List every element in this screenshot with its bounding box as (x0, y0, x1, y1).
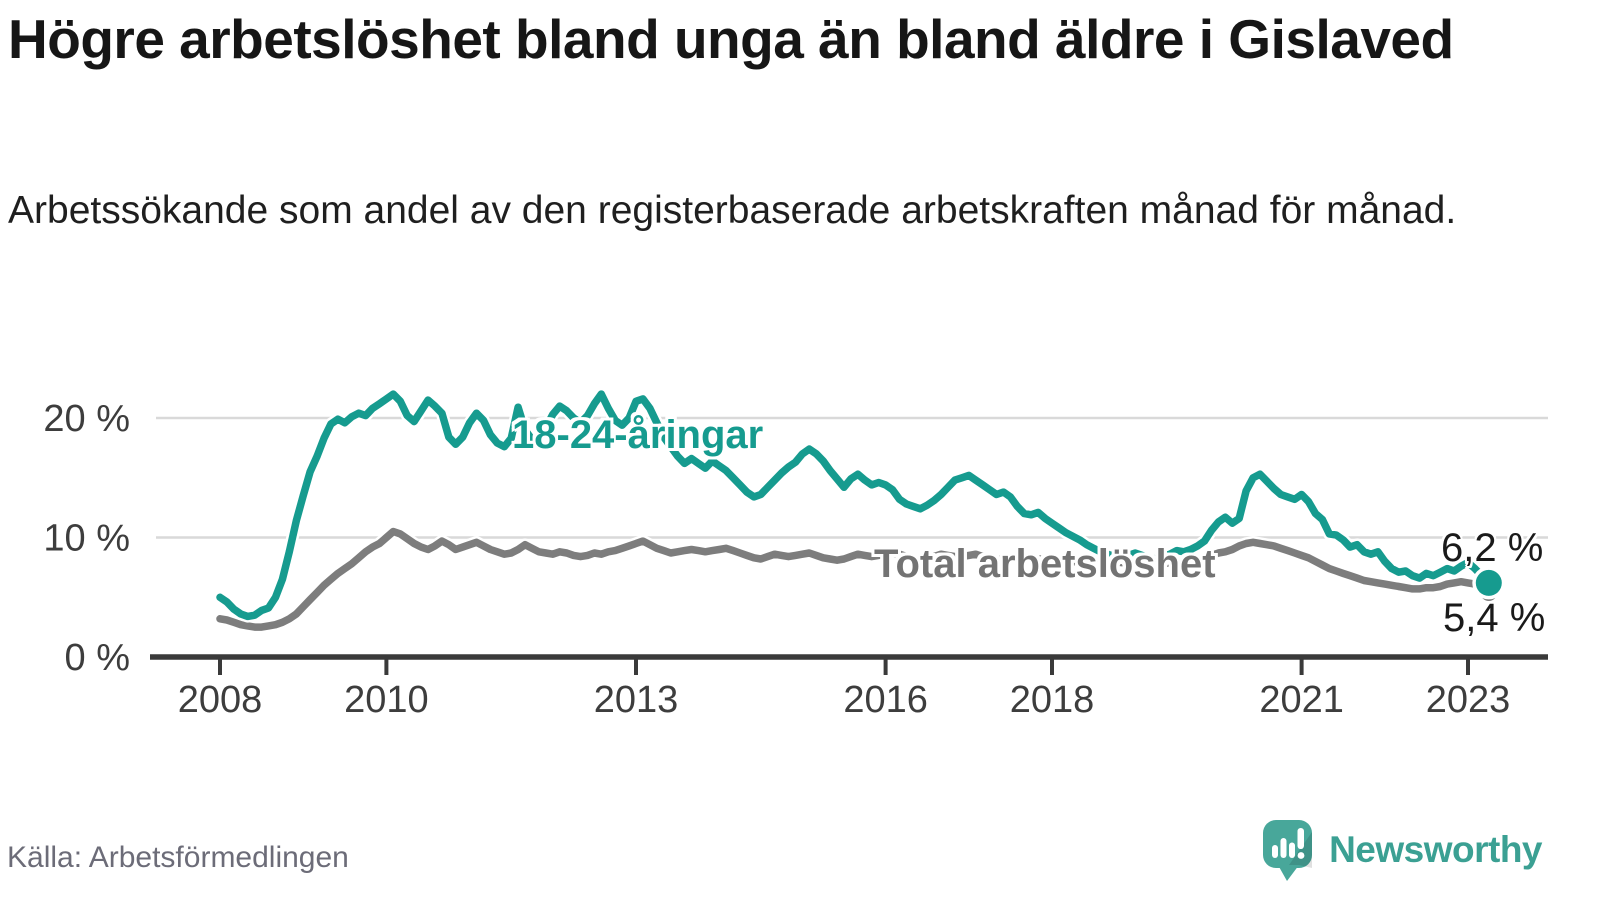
youth-line (216, 390, 1493, 621)
end-value-total: 5,4 % (1443, 596, 1546, 640)
page-title: Högre arbetslöshet bland unga än bland ä… (8, 8, 1454, 70)
x-tick-label-2023: 2023 (1426, 679, 1511, 721)
x-tick-label-2016: 2016 (843, 679, 928, 721)
x-tick-label-2008: 2008 (178, 679, 263, 721)
series-label-total: Total arbetslöshet (874, 542, 1216, 586)
youth-end-dot (1475, 569, 1502, 596)
end-value-youth: 6,2 % (1441, 526, 1544, 570)
x-tick-label-2018: 2018 (1010, 679, 1095, 721)
newsworthy-logo-text: Newsworthy (1329, 829, 1542, 870)
chart-subtitle: Arbetssökande som andel av den registerb… (8, 189, 1457, 232)
y-tick-label-20: 20 % (43, 398, 130, 440)
x-tick-label-2010: 2010 (344, 679, 429, 721)
newsworthy-logo: Newsworthy (1261, 818, 1542, 882)
line-casing-0 (213, 387, 1496, 623)
x-tick-label-2013: 2013 (594, 679, 679, 721)
series-label-youth: 18-24-åringar (512, 413, 764, 457)
y-tick-label-10: 10 % (43, 518, 130, 560)
line-casing-1 (213, 525, 1496, 634)
y-tick-label-0: 0 % (65, 637, 130, 679)
total-line (216, 527, 1493, 631)
source-note: Källa: Arbetsförmedlingen (7, 841, 349, 874)
x-tick-label-2021: 2021 (1259, 679, 1344, 721)
newsworthy-logo-icon (1263, 820, 1313, 881)
